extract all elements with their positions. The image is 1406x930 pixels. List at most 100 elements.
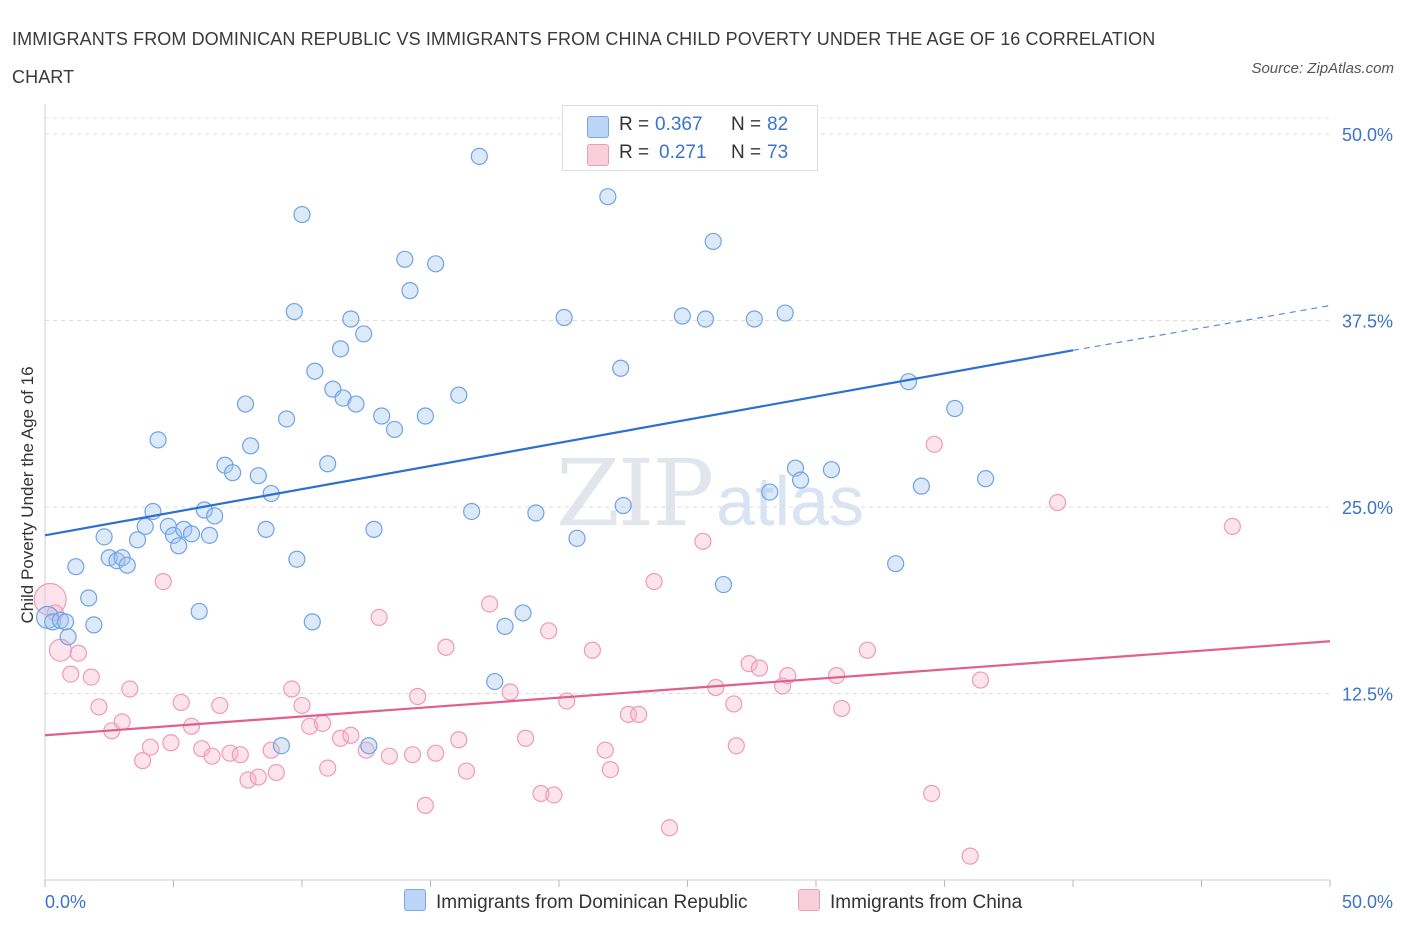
data-point-dominican <box>761 483 779 501</box>
data-point-dominican <box>463 502 481 521</box>
data-point-dominican <box>416 407 434 425</box>
data-point-china <box>545 786 563 804</box>
data-point-china <box>630 705 648 723</box>
data-point-china <box>231 746 249 764</box>
data-point-china <box>313 714 332 732</box>
data-point-china <box>727 737 745 755</box>
n-value: 82 <box>767 114 789 135</box>
data-point-dominican <box>136 517 154 535</box>
n-label: N = <box>731 142 762 163</box>
stats-legend: R = 0.367 N = 82 R = 0.271 N = 73 <box>562 105 818 171</box>
data-point-dominican <box>331 340 350 358</box>
data-point-dominican <box>67 558 85 576</box>
data-point-china <box>90 698 108 716</box>
data-point-china <box>69 644 88 662</box>
data-point-dominican <box>704 232 722 251</box>
data-point-dominican <box>714 575 733 594</box>
legend-label: Immigrants from Dominican Republic <box>436 892 748 913</box>
data-point-dominican <box>776 304 794 322</box>
data-point-china <box>211 696 229 715</box>
data-point-dominican <box>612 359 630 377</box>
data-point-china <box>416 796 434 815</box>
data-point-china <box>403 746 422 764</box>
trend-line-dominican-extension <box>1072 304 1331 351</box>
data-point-dominican <box>342 310 360 328</box>
data-point-china <box>370 608 388 627</box>
legend-swatch-blue <box>404 889 426 911</box>
data-point-dominican <box>303 613 321 631</box>
data-point-dominican <box>977 470 995 488</box>
data-point-dominican <box>206 507 224 525</box>
data-point-china <box>601 760 620 779</box>
x-tick-label: 50.0% <box>1342 892 1393 912</box>
data-point-dominican <box>182 525 201 543</box>
data-point-dominican <box>912 477 930 495</box>
data-point-dominican <box>272 737 291 755</box>
data-point-dominican <box>696 310 715 328</box>
data-point-dominican <box>470 147 488 165</box>
data-point-dominican <box>164 526 183 544</box>
data-point-china <box>62 665 80 683</box>
data-point-dominican <box>236 395 255 413</box>
data-point-dominican <box>319 455 337 473</box>
data-point-china <box>342 726 360 744</box>
data-point-china <box>750 659 769 677</box>
data-point-china <box>267 763 285 782</box>
data-point-dominican <box>85 616 103 634</box>
data-point-dominican <box>59 628 77 646</box>
legend-item-china[interactable]: Immigrants from China <box>798 889 1022 915</box>
data-point-china <box>319 759 337 777</box>
data-point-china <box>437 638 455 656</box>
data-point-china <box>645 572 663 591</box>
data-point-dominican <box>599 188 617 206</box>
x-tick-label: 0.0% <box>45 892 86 912</box>
data-point-dominican <box>791 471 810 489</box>
data-point-china <box>501 683 519 701</box>
data-point-dominican <box>745 310 763 328</box>
data-point-dominican <box>568 529 586 547</box>
trend-lines <box>44 304 1331 737</box>
data-point-china <box>450 731 468 749</box>
data-point-china <box>380 747 398 765</box>
source-label: Source: ZipAtlas.com <box>1251 60 1394 77</box>
data-point-china <box>694 532 712 550</box>
data-point-dominican <box>293 205 311 224</box>
data-point-dominican <box>56 613 75 631</box>
y-axis-label: Child Poverty Under the Age of 16 <box>18 366 37 624</box>
data-point-china <box>532 784 550 803</box>
y-tick-label: 37.5% <box>1342 312 1393 332</box>
data-point-china <box>583 641 602 659</box>
trend-line-dominican <box>44 349 1074 537</box>
y-tick-label: 25.0% <box>1342 498 1393 518</box>
data-point-dominican <box>285 302 303 321</box>
data-point-china <box>558 692 576 710</box>
data-point-china <box>134 752 152 770</box>
data-point-china <box>293 696 311 715</box>
data-point-china <box>923 784 941 803</box>
watermark-atlas: atlas <box>716 462 865 540</box>
data-point-dominican <box>946 399 964 418</box>
data-point-dominican <box>555 308 573 327</box>
series-china-points <box>33 435 1241 865</box>
data-point-china <box>740 655 758 673</box>
n-label: N = <box>731 114 762 135</box>
data-point-dominican <box>277 410 296 428</box>
trend-line-china <box>44 640 1331 737</box>
data-point-china <box>409 687 427 706</box>
data-point-china <box>301 717 319 735</box>
data-point-china <box>961 847 979 865</box>
axes <box>44 104 1331 887</box>
data-point-dominican <box>427 255 445 273</box>
data-point-china <box>660 819 679 837</box>
data-point-dominican <box>360 737 378 755</box>
data-point-china <box>457 762 476 780</box>
data-point-china <box>121 680 139 698</box>
data-point-china <box>516 729 535 747</box>
data-point-china <box>154 572 172 591</box>
legend-item-dominican[interactable]: Immigrants from Dominican Republic <box>404 889 748 915</box>
data-point-dominican <box>288 550 306 568</box>
legend-swatch-pink <box>798 889 820 911</box>
legend-swatch-blue <box>587 116 609 138</box>
data-point-china <box>427 744 445 762</box>
data-point-china <box>540 622 558 640</box>
